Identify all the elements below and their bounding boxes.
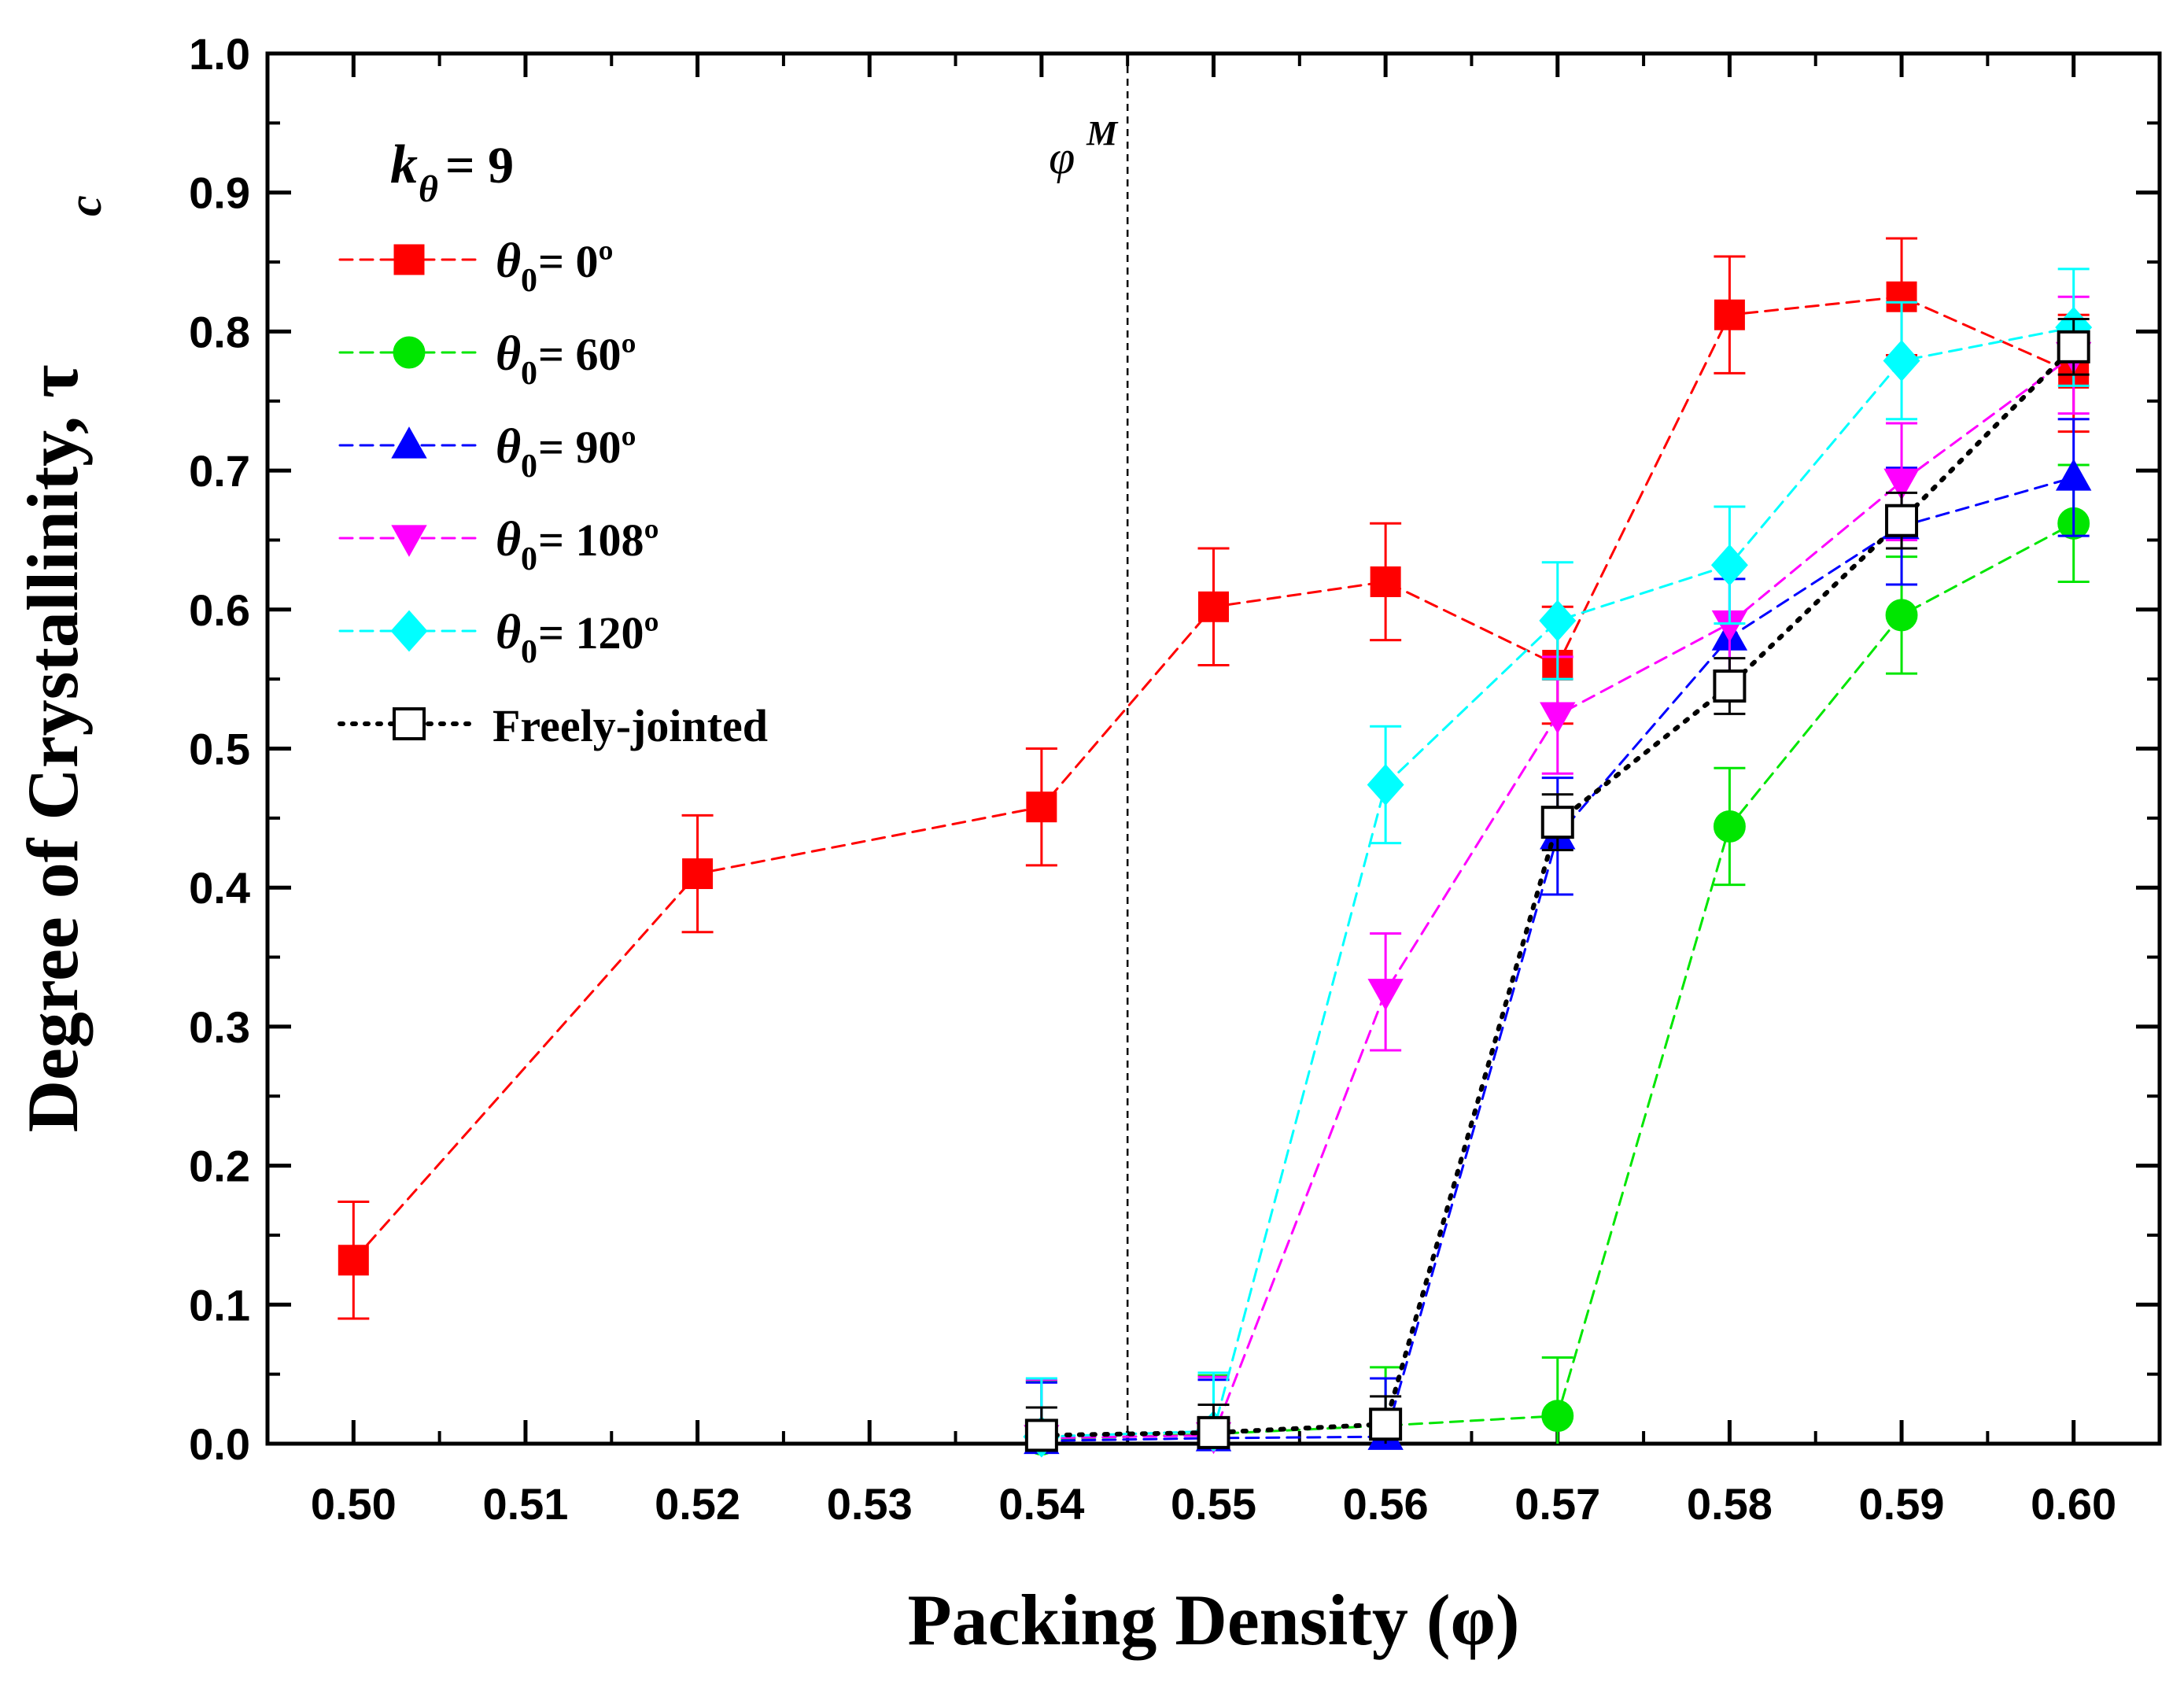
data-point [1541, 1400, 1574, 1433]
data-point [1883, 340, 1920, 382]
series-freely-jointed [1024, 317, 2090, 1452]
data-point [391, 426, 427, 459]
x-tick-label: 0.57 [1514, 1479, 1600, 1529]
y-tick-label: 0.8 [189, 307, 250, 356]
x-tick-label: 0.54 [998, 1479, 1084, 1529]
data-point [1367, 764, 1404, 806]
y-tick-label: 0.0 [189, 1419, 250, 1469]
data-point [1713, 810, 1746, 843]
data-point [1885, 599, 1918, 632]
legend-label: = 90º [538, 422, 636, 473]
legend-theta: θ [496, 327, 521, 381]
x-tick-label: 0.51 [482, 1479, 568, 1529]
data-point [338, 1245, 369, 1276]
series-layer [338, 237, 2093, 1458]
legend-label: = 60º [538, 329, 636, 380]
legend-theta-subscript: 0 [521, 356, 537, 392]
y-tick-label: 0.6 [189, 585, 250, 635]
data-point [1198, 591, 1229, 622]
data-point [1883, 468, 1920, 501]
legend-label: = 120º [538, 607, 659, 659]
data-point [1885, 504, 1919, 537]
legend-theta: θ [496, 234, 521, 288]
x-tick-label: 0.50 [311, 1479, 397, 1529]
data-point [393, 244, 425, 275]
legend-item: Freely-jointed [338, 700, 768, 751]
data-point [1367, 979, 1404, 1011]
data-point [393, 707, 426, 740]
legend-parameter-value: = 9 [445, 137, 514, 194]
x-tick-label: 0.53 [827, 1479, 913, 1529]
y-tick-label: 0.5 [189, 725, 250, 774]
y-tick-label: 1.0 [189, 29, 250, 79]
y-tick-label: 0.4 [189, 863, 250, 913]
x-tick-label: 0.60 [2031, 1479, 2116, 1529]
data-point [2055, 459, 2092, 491]
series-line [352, 295, 2075, 1262]
phi-m-annotation: φ [1049, 131, 1075, 183]
phi-m-annotation-superscript: M [1086, 114, 1119, 153]
axes-layer: 0.50 0.51 0.52 0.53 0.54 0.55 0.56 0.57 0.58 0.59… [189, 29, 2160, 1529]
data-point [1540, 806, 1574, 839]
data-point [393, 336, 426, 369]
y-tick-label: 0.7 [189, 446, 250, 496]
legend-parameter-k-subscript: θ [419, 168, 438, 210]
y-tick-label: 0.2 [189, 1142, 250, 1191]
legend-theta: θ [496, 420, 521, 474]
data-point [1370, 566, 1401, 597]
data-point [2057, 330, 2090, 363]
legend-theta-subscript: 0 [521, 448, 537, 485]
x-tick-label: 0.59 [1859, 1479, 1945, 1529]
data-point [1714, 299, 1745, 330]
data-point [1539, 600, 1577, 642]
data-point [1026, 791, 1057, 823]
data-point [391, 525, 427, 557]
x-tick-label: 0.52 [655, 1479, 740, 1529]
legend-theta: θ [496, 513, 521, 566]
legend-theta-subscript: 0 [521, 634, 537, 670]
x-tick-label: 0.56 [1343, 1479, 1429, 1529]
y-tick-label: 0.3 [189, 1002, 250, 1052]
y-tick-label: 0.9 [189, 168, 250, 218]
x-tick-label: 0.58 [1687, 1479, 1773, 1529]
x-axis-title: Packing Density (φ) [907, 1580, 1519, 1660]
legend-label: = 108º [538, 515, 659, 566]
y-axis-title-group: Degree of Crystallinity, τ c [13, 195, 111, 1132]
legend-theta-subscript: 0 [521, 541, 537, 577]
legend-theta-subscript: 0 [521, 263, 537, 299]
data-point [1540, 702, 1576, 734]
data-point [390, 610, 428, 652]
y-axis-title-subscript: c [59, 195, 111, 216]
data-point [1713, 669, 1747, 703]
y-tick-label: 0.1 [189, 1280, 250, 1330]
data-point [1710, 544, 1748, 586]
x-tick-label: 0.55 [1171, 1479, 1256, 1529]
legend-parameter-k: k [390, 135, 418, 195]
legend-label: = 0º [538, 236, 614, 287]
legend-label: Freely-jointed [493, 700, 768, 751]
legend-theta: θ [496, 606, 521, 659]
data-point [1197, 1415, 1230, 1449]
data-point [1024, 1419, 1058, 1452]
data-point [682, 858, 714, 890]
y-axis-title: Degree of Crystallinity, τ [13, 365, 93, 1133]
data-point [1369, 1407, 1403, 1441]
